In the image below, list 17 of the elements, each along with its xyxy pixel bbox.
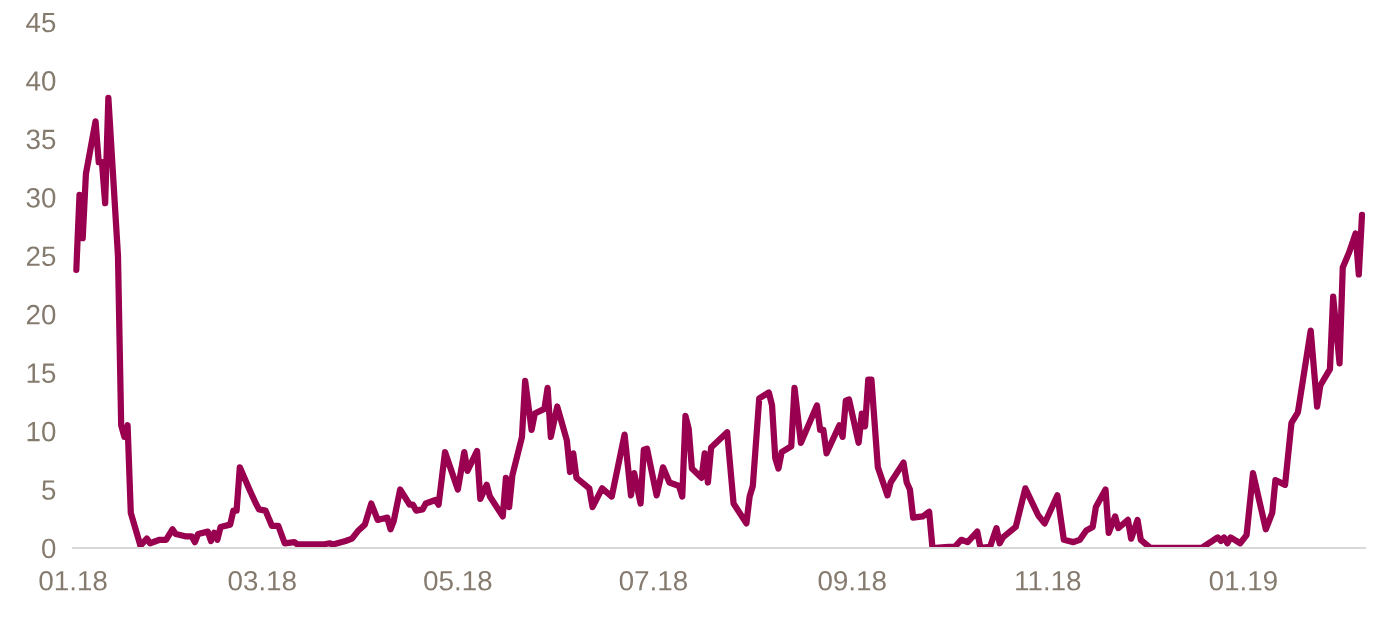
y-tick-label: 25 xyxy=(26,246,56,267)
y-tick-label: 15 xyxy=(27,363,56,383)
x-tick-label: 11.18 xyxy=(1016,570,1081,591)
x-tick-label: 07.18 xyxy=(619,570,687,591)
y-tick-label: 0 xyxy=(42,538,56,559)
x-tick-label: 01.19 xyxy=(1209,570,1277,591)
x-tick-label: 01.18 xyxy=(39,570,107,591)
y-tick-label: 20 xyxy=(26,304,56,325)
y-tick-label: 45 xyxy=(26,12,56,33)
y-tick-label: 10 xyxy=(27,421,56,442)
x-tick-label: 09.18 xyxy=(818,570,886,591)
x-tick-label: 03.18 xyxy=(228,570,296,591)
y-tick-label: 35 xyxy=(26,129,56,150)
y-tick-label: 30 xyxy=(26,187,56,208)
y-tick-label: 40 xyxy=(26,71,56,91)
x-tick-label: 05.18 xyxy=(424,570,492,591)
y-tick-label: 5 xyxy=(42,480,56,500)
